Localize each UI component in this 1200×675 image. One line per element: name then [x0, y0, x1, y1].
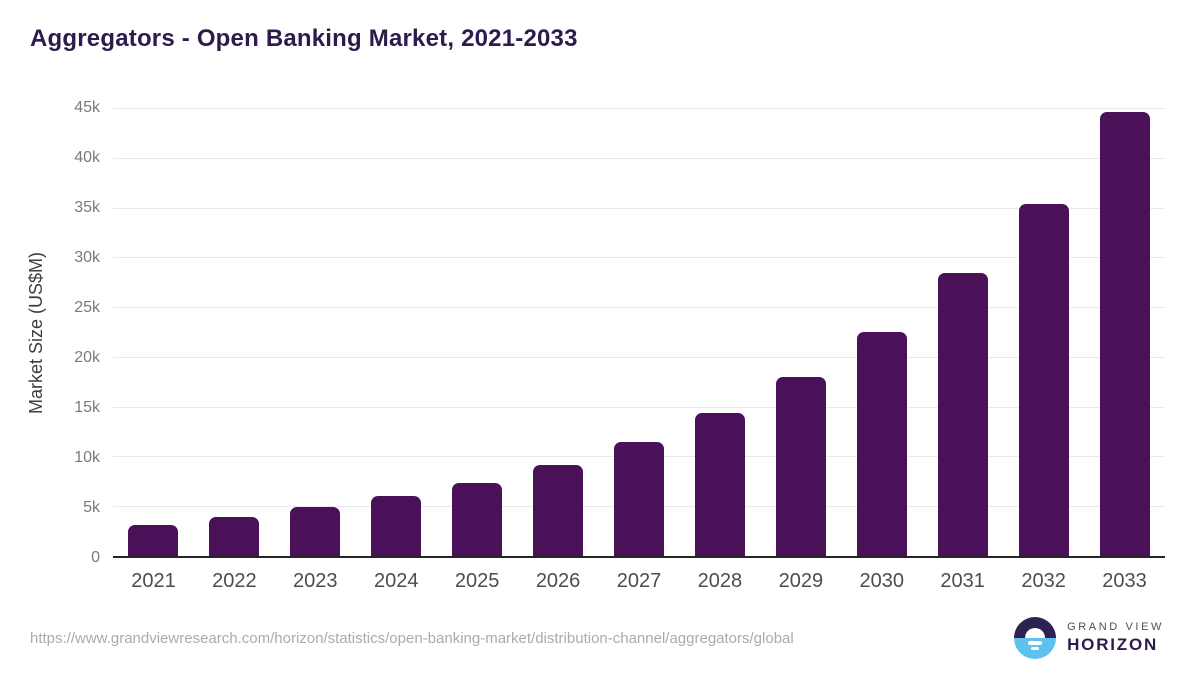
- bar-slot-2025: [437, 108, 518, 556]
- x-tick-label-2029: 2029: [778, 570, 824, 592]
- bar-2032[interactable]: [1018, 203, 1069, 556]
- x-tick-label-2021: 2021: [131, 570, 176, 592]
- gridline-35k: [113, 207, 1165, 209]
- source-url: https://www.grandviewresearch.com/horizo…: [30, 630, 794, 647]
- x-tick-label-2028: 2028: [697, 570, 743, 592]
- bar-2027[interactable]: [613, 441, 664, 556]
- bar-2030[interactable]: [856, 332, 907, 556]
- x-tick-label-2033: 2033: [1102, 570, 1147, 592]
- logo-sky-half: [1014, 617, 1057, 638]
- x-tick-label-2024: 2024: [373, 570, 419, 592]
- bar-slot-2029: [760, 108, 841, 556]
- bar-2031[interactable]: [937, 273, 988, 556]
- bar-2026[interactable]: [533, 465, 584, 556]
- grand-view-horizon-logo: GRAND VIEW HORIZON: [1014, 617, 1164, 659]
- logo-wordmark: GRAND VIEW HORIZON: [1067, 621, 1164, 655]
- y-tick-label-20k: 20k: [74, 349, 100, 367]
- bar-slot-2026: [518, 108, 599, 556]
- plot-area: [113, 108, 1165, 558]
- bar-2024[interactable]: [371, 496, 422, 556]
- x-tick-label-2032: 2032: [1021, 570, 1066, 592]
- x-tick-label-2031: 2031: [940, 570, 985, 592]
- logo-reflection-line-1: [1028, 641, 1043, 645]
- chart-title: Aggregators - Open Banking Market, 2021-…: [30, 25, 578, 52]
- logo-text-grand-view: GRAND VIEW: [1067, 621, 1164, 633]
- bar-2021[interactable]: [128, 525, 179, 556]
- bar-slot-2021: [113, 108, 194, 556]
- logo-reflection-line-2: [1031, 647, 1040, 650]
- y-tick-label-5k: 5k: [83, 499, 100, 517]
- bar-slot-2031: [922, 108, 1003, 556]
- bar-2023[interactable]: [290, 507, 341, 556]
- y-tick-label-30k: 30k: [74, 249, 100, 267]
- y-tick-label-10k: 10k: [74, 449, 100, 467]
- logo-sun-dome: [1025, 628, 1046, 638]
- y-tick-label-35k: 35k: [74, 199, 100, 216]
- y-tick-label-40k: 40k: [74, 149, 100, 167]
- bar-slot-2023: [275, 108, 356, 556]
- bar-2029[interactable]: [775, 376, 826, 556]
- y-tick-label-25k: 25k: [74, 299, 100, 316]
- gridline-15k: [113, 406, 1165, 408]
- bar-2033[interactable]: [1099, 111, 1150, 556]
- bar-slot-2033: [1084, 108, 1165, 556]
- bar-slot-2032: [1003, 108, 1084, 556]
- bar-slot-2024: [356, 108, 437, 556]
- x-tick-label-2023: 2023: [293, 570, 338, 592]
- y-tick-label-45k: 45k: [74, 99, 100, 116]
- x-tick-label-2022: 2022: [212, 570, 257, 592]
- bar-2025[interactable]: [452, 483, 503, 556]
- horizon-sun-icon: [1014, 617, 1057, 659]
- logo-text-horizon: HORIZON: [1067, 635, 1159, 654]
- bar-2022[interactable]: [209, 517, 260, 556]
- bar-slot-2028: [679, 108, 760, 556]
- bar-slot-2027: [599, 108, 680, 556]
- gridline-30k: [113, 257, 1165, 259]
- y-axis-tick-labels: 0 5k 10k 15k 20k 25k 30k 35k 40k 45k: [0, 99, 100, 566]
- x-tick-label-2027: 2027: [616, 570, 662, 592]
- y-tick-label-0: 0: [91, 549, 100, 566]
- x-tick-label-2030: 2030: [859, 570, 905, 592]
- y-tick-label-15k: 15k: [74, 399, 100, 417]
- gridline-40k: [113, 157, 1165, 159]
- bar-series: [113, 108, 1165, 556]
- gridline-45k: [113, 108, 1165, 109]
- gridline-25k: [113, 307, 1165, 309]
- bar-slot-2022: [194, 108, 275, 556]
- bar-2028[interactable]: [694, 412, 745, 556]
- gridline-20k: [113, 356, 1165, 358]
- bar-slot-2030: [841, 108, 922, 556]
- x-tick-label-2025: 2025: [454, 570, 500, 592]
- x-axis-labels: 2021 2022 2023 2024 2025 2026 2027 2028 2029 2030…: [113, 570, 1165, 593]
- x-tick-label-2026: 2026: [535, 570, 581, 592]
